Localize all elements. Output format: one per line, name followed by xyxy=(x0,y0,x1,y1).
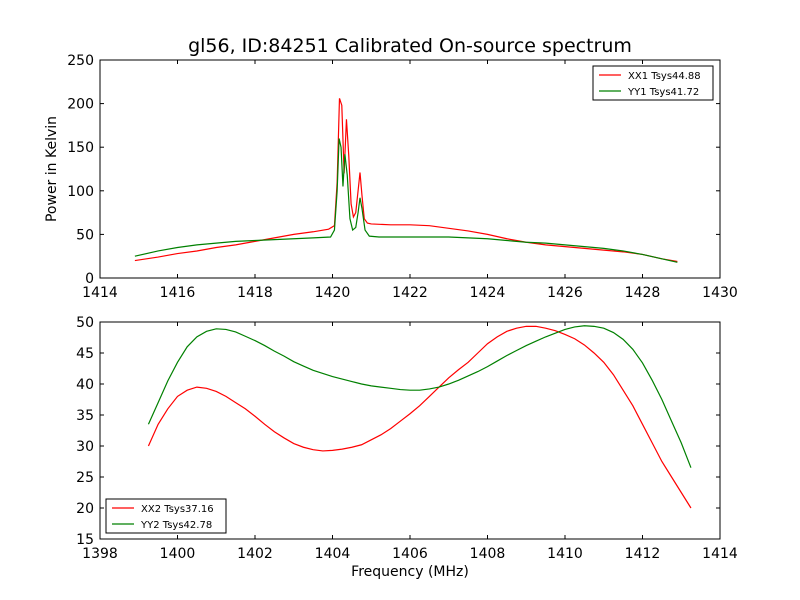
series-line-2-1 xyxy=(147,325,692,509)
y-tick-label: 15 xyxy=(76,532,94,548)
y-tick-label: 25 xyxy=(76,470,94,486)
x-tick-label: 1428 xyxy=(625,285,661,301)
y-tick-label: 50 xyxy=(76,227,94,243)
y-axis-label: Power in Kelvin xyxy=(44,116,60,222)
legend-entry: XX2 Tsys37.16 xyxy=(141,504,214,515)
x-tick-label: 1406 xyxy=(392,546,428,562)
x-tick-label: 1404 xyxy=(315,546,351,562)
y-tick-label: 150 xyxy=(67,140,94,156)
plot-panel-2: 1398 1400 1402 1404 1406 1408 1410 1412 1414 15 20… xyxy=(76,315,738,580)
legend-entry: XX1 Tsys44.88 xyxy=(628,71,701,82)
y-tick-label: 100 xyxy=(67,184,94,200)
figure-title: gl56, ID:84251 Calibrated On-source spec… xyxy=(188,35,632,57)
x-tick-label: 1424 xyxy=(470,285,506,301)
y-tick-label: 30 xyxy=(76,439,94,455)
series-line-1-1 xyxy=(134,98,678,263)
legend: XX1 Tsys44.88 YY1 Tsys41.72 xyxy=(592,65,714,101)
x-tick-label: 1420 xyxy=(315,285,351,301)
plot-panel-1: 1414 1416 1418 1420 1422 1424 1426 1428 1430 0 50 1… xyxy=(44,53,738,301)
x-tick-label: 1400 xyxy=(160,546,196,562)
y-tick-label: 40 xyxy=(76,377,94,393)
panels: 1414 1416 1418 1420 1422 1424 1426 1428 14300501… xyxy=(44,53,738,580)
y-tick-label: 200 xyxy=(67,97,94,113)
legend-box xyxy=(592,65,714,101)
y-tick-label: 250 xyxy=(67,53,94,69)
legend-entry: YY1 Tsys41.72 xyxy=(627,87,699,98)
y-tick-label: 35 xyxy=(76,408,94,424)
x-axis-label: Frequency (MHz) xyxy=(351,564,469,580)
legend-entry: YY2 Tsys42.78 xyxy=(140,520,212,531)
legend: XX2 Tsys37.16 YY2 Tsys42.78 xyxy=(105,498,227,534)
x-tick-label: 1416 xyxy=(160,285,196,301)
y-tick-label: 0 xyxy=(85,271,94,287)
x-tick-label: 1408 xyxy=(470,546,506,562)
series-line-2-2 xyxy=(147,325,692,468)
x-tick-label: 1410 xyxy=(547,546,583,562)
y-tick-label: 50 xyxy=(76,315,94,331)
x-tick-label: 1414 xyxy=(702,546,738,562)
x-tick-label: 1402 xyxy=(237,546,273,562)
y-tick-label: 45 xyxy=(76,346,94,362)
x-tick-label: 1418 xyxy=(237,285,273,301)
y-tick-label: 20 xyxy=(76,501,94,517)
x-tick-label: 1430 xyxy=(702,285,738,301)
legend-box xyxy=(105,498,227,534)
x-tick-label: 1398 xyxy=(82,546,118,562)
x-tick-label: 1414 xyxy=(82,285,118,301)
x-tick-label: 1412 xyxy=(625,546,661,562)
x-tick-label: 1422 xyxy=(392,285,428,301)
x-tick-label: 1426 xyxy=(547,285,583,301)
series-line-1-2 xyxy=(134,138,678,263)
